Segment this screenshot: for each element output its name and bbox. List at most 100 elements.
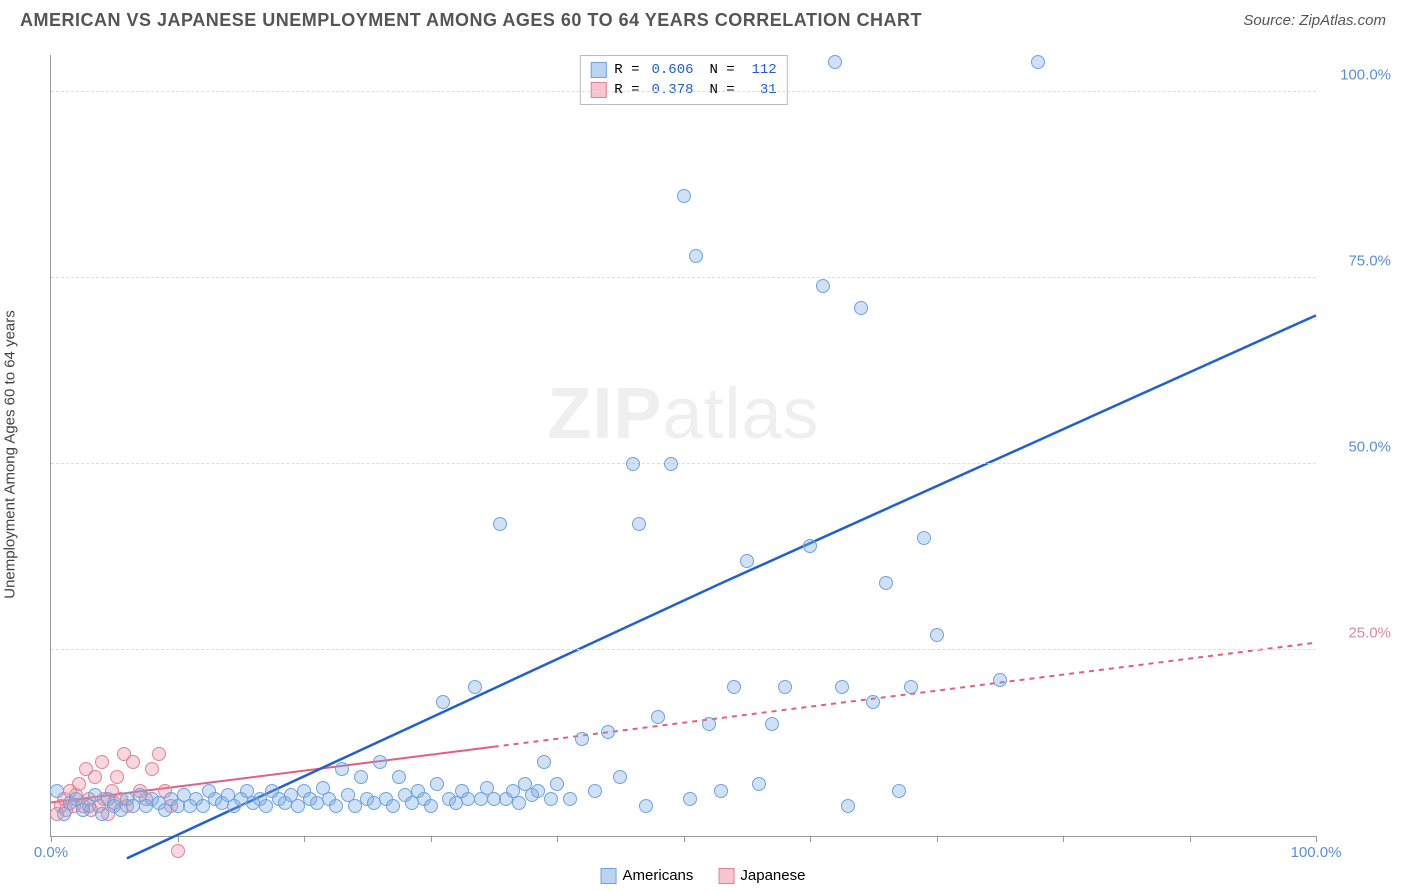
legend-label: Japanese <box>740 867 805 884</box>
americans-point <box>291 799 305 813</box>
americans-point <box>601 725 615 739</box>
x-tick <box>304 836 305 842</box>
y-tick-label: 50.0% <box>1326 439 1391 456</box>
gridline <box>51 277 1316 278</box>
americans-point <box>512 796 526 810</box>
americans-point <box>930 628 944 642</box>
japanese-point <box>126 755 140 769</box>
americans-point <box>50 784 64 798</box>
americans-point <box>335 762 349 776</box>
americans-point <box>828 55 842 69</box>
legend-item: Americans <box>601 867 694 884</box>
x-tick <box>557 836 558 842</box>
americans-point <box>563 792 577 806</box>
americans-point <box>689 249 703 263</box>
chart-title: AMERICAN VS JAPANESE UNEMPLOYMENT AMONG … <box>20 10 922 31</box>
japanese-point <box>110 770 124 784</box>
americans-point <box>95 807 109 821</box>
japanese-point <box>72 777 86 791</box>
series-swatch <box>590 82 606 98</box>
americans-point <box>613 770 627 784</box>
watermark: ZIPatlas <box>547 373 819 455</box>
americans-point <box>424 799 438 813</box>
x-tick <box>1063 836 1064 842</box>
x-tick-label: 100.0% <box>1291 844 1342 861</box>
japanese-point <box>171 844 185 858</box>
americans-point <box>752 777 766 791</box>
americans-point <box>468 680 482 694</box>
americans-point <box>386 799 400 813</box>
americans-point <box>866 695 880 709</box>
americans-point <box>993 673 1007 687</box>
x-tick <box>431 836 432 842</box>
americans-point <box>714 784 728 798</box>
americans-point <box>816 279 830 293</box>
americans-point <box>892 784 906 798</box>
americans-point <box>632 517 646 531</box>
x-tick <box>684 836 685 842</box>
chart-source: Source: ZipAtlas.com <box>1243 12 1386 29</box>
americans-point <box>917 531 931 545</box>
legend-label: Americans <box>623 867 694 884</box>
americans-point <box>329 799 343 813</box>
x-tick <box>937 836 938 842</box>
gridline <box>51 463 1316 464</box>
americans-point <box>354 770 368 784</box>
americans-point <box>493 517 507 531</box>
series-swatch <box>590 62 606 78</box>
americans-point <box>904 680 918 694</box>
americans-point <box>537 755 551 769</box>
americans-point <box>677 189 691 203</box>
americans-point <box>392 770 406 784</box>
americans-point <box>835 680 849 694</box>
americans-point <box>854 301 868 315</box>
americans-point <box>259 799 273 813</box>
americans-point <box>778 680 792 694</box>
y-axis-label: Unemployment Among Ages 60 to 64 years <box>2 310 19 599</box>
x-tick <box>51 836 52 842</box>
y-tick-label: 25.0% <box>1326 625 1391 642</box>
stats-row: R =0.378N = 31 <box>590 80 776 100</box>
americans-point <box>702 717 716 731</box>
americans-point <box>196 799 210 813</box>
americans-point <box>575 732 589 746</box>
americans-point <box>550 777 564 791</box>
americans-point <box>544 792 558 806</box>
americans-point <box>348 799 362 813</box>
americans-point <box>841 799 855 813</box>
americans-point <box>803 539 817 553</box>
americans-point <box>765 717 779 731</box>
americans-point <box>1031 55 1045 69</box>
y-tick-label: 75.0% <box>1326 253 1391 270</box>
legend-item: Japanese <box>718 867 805 884</box>
scatter-chart: ZIPatlas R =0.606N =112R =0.378N = 31 25… <box>50 55 1316 837</box>
americans-point <box>727 680 741 694</box>
japanese-point <box>95 755 109 769</box>
series-legend: Americans Japanese <box>601 867 806 884</box>
x-tick <box>810 836 811 842</box>
japanese-point <box>145 762 159 776</box>
americans-point <box>879 576 893 590</box>
gridline <box>51 91 1316 92</box>
x-tick-label: 0.0% <box>34 844 68 861</box>
japanese-point <box>152 747 166 761</box>
americans-point <box>664 457 678 471</box>
chart-header: AMERICAN VS JAPANESE UNEMPLOYMENT AMONG … <box>0 0 1406 36</box>
gridline <box>51 649 1316 650</box>
stats-row: R =0.606N =112 <box>590 60 776 80</box>
americans-point <box>651 710 665 724</box>
x-tick <box>1190 836 1191 842</box>
trend-lines <box>51 55 1316 836</box>
americans-point <box>683 792 697 806</box>
stats-legend-box: R =0.606N =112R =0.378N = 31 <box>579 55 787 105</box>
americans-point <box>740 554 754 568</box>
japanese-point <box>88 770 102 784</box>
y-tick-label: 100.0% <box>1326 67 1391 84</box>
legend-swatch <box>601 868 617 884</box>
americans-point <box>639 799 653 813</box>
americans-point <box>436 695 450 709</box>
legend-swatch <box>718 868 734 884</box>
americans-point <box>626 457 640 471</box>
x-tick <box>1316 836 1317 842</box>
americans-point <box>373 755 387 769</box>
